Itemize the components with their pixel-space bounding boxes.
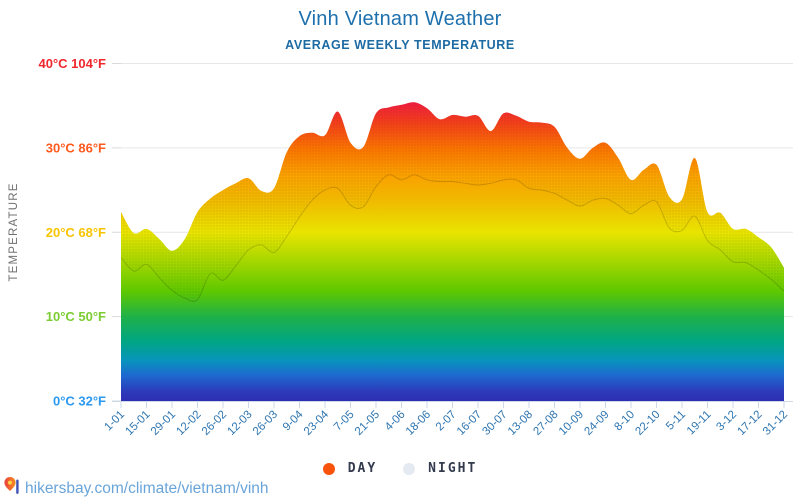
x-axis-tick-label: 30-07 <box>480 409 509 438</box>
footer-branding: hikersbay.com/climate/vietnam/vinh <box>3 476 269 500</box>
chart-subtitle: AVERAGE WEEKLY TEMPERATURE <box>285 38 515 52</box>
x-axis-tick-label: 21-05 <box>353 409 382 438</box>
legend-item-night: NIGHT <box>403 461 477 476</box>
y-axis-tick-label: 20°C 68°F <box>46 225 106 240</box>
y-axis-tick-label: 30°C 86°F <box>46 140 106 155</box>
x-axis-tick-label: 23-04 <box>302 408 332 438</box>
legend-night-label: NIGHT <box>428 461 478 476</box>
night-legend-dot-icon <box>403 462 416 475</box>
legend-day-label: DAY <box>347 461 378 476</box>
x-axis-tick-label: 12-02 <box>174 409 203 438</box>
x-axis-tick-label: 24-09 <box>582 409 611 438</box>
x-axis-tick-label: 19-11 <box>685 409 714 438</box>
day-legend-dot-icon <box>322 462 335 475</box>
map-pin-icon <box>3 476 22 500</box>
x-axis-tick-label: 26-03 <box>251 409 280 438</box>
x-axis-tick-label: 29-01 <box>149 409 178 438</box>
x-axis-tick-label: 10-09 <box>557 409 586 438</box>
legend-item-day: DAY <box>322 461 378 476</box>
chart-legend: DAY NIGHT <box>0 461 800 476</box>
x-axis-tick-label: 18-06 <box>404 409 433 438</box>
chart-header: Vinh Vietnam Weather AVERAGE WEEKLY TEMP… <box>0 8 800 52</box>
x-axis-tick-label: 17-12 <box>735 409 764 438</box>
night-temperature-area <box>121 174 784 401</box>
x-axis-tick-label: 27-08 <box>531 409 560 438</box>
y-axis-title: TEMPERATURE <box>8 182 20 281</box>
x-axis-tick-label: 12-03 <box>225 409 254 438</box>
x-axis-tick-label: 22-10 <box>633 409 662 438</box>
x-axis-tick-label: 31-12 <box>761 409 790 438</box>
footer-url-link[interactable]: hikersbay.com/climate/vietnam/vinh <box>25 479 269 497</box>
page-title: Vinh Vietnam Weather <box>298 8 502 30</box>
x-axis-tick-label: 13-08 <box>506 409 535 438</box>
y-axis-tick-label: 40°C 104°F <box>39 56 107 71</box>
night-curve-edge <box>120 174 785 302</box>
y-axis-tick-label: 10°C 50°F <box>46 309 106 324</box>
x-axis-tick-label: 16-07 <box>455 409 484 438</box>
y-axis-tick-label: 0°C 32°F <box>53 394 106 409</box>
x-axis-tick-label: 15-01 <box>123 409 152 438</box>
x-axis-tick-label: 26-02 <box>200 409 229 438</box>
